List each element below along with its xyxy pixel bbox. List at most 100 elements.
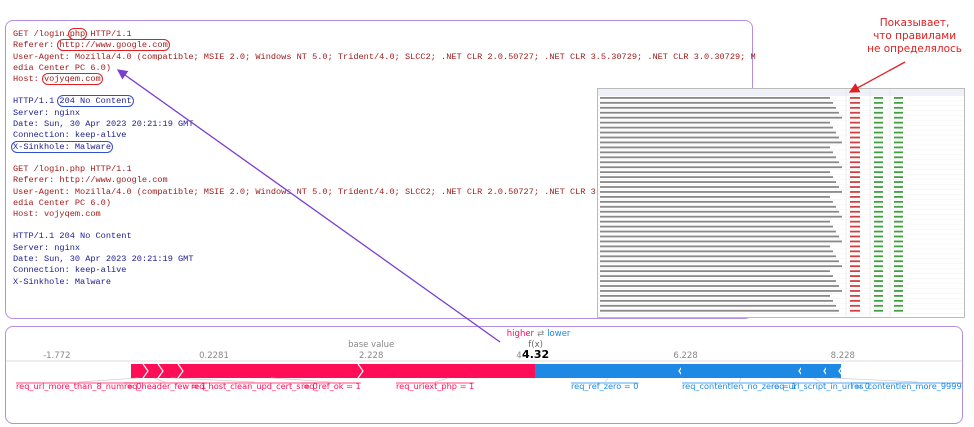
- table-cell-flag: [850, 196, 860, 198]
- http-text: HTTP/1.1 204 No Content: [13, 231, 132, 242]
- axis-tick-label: 2.228: [359, 351, 383, 361]
- table-cell-text: [600, 181, 836, 183]
- table-cell-flag: [850, 151, 860, 154]
- feature-label: res_contentlen_more_99999 = 0: [851, 381, 962, 391]
- table-cell-flag: [874, 151, 883, 154]
- force-segment: [161, 364, 181, 378]
- table-cell-flag: [850, 210, 860, 213]
- feature-label: req_host_clean_upd_cert_s = 0: [191, 381, 318, 391]
- http-line: Server: nginx: [13, 243, 752, 254]
- table-cell-flag: [850, 260, 860, 263]
- table-cell-flag: [874, 161, 883, 164]
- table-cell-flag: [850, 131, 860, 134]
- table-cell-flag: [850, 191, 860, 193]
- table-cell-flag: [874, 171, 883, 174]
- table-cell-flag: [874, 166, 883, 169]
- table-cell-text: [600, 285, 839, 287]
- table-cell-flag: [874, 240, 883, 243]
- http-line: Host: vojyqem.com: [13, 209, 752, 220]
- http-line: edia Center PC 6.0): [13, 198, 752, 209]
- table-cell-flag: [894, 200, 903, 203]
- axis-tick-label: 0.2281: [199, 351, 229, 361]
- table-header: [598, 89, 964, 96]
- table-cell-text: [600, 186, 839, 188]
- http-line: Host: vojyqem.com: [13, 73, 752, 86]
- table-cell-flag: [850, 200, 860, 203]
- http-text: Date: Sun, 30 Apr 2023 20:21:19 GMT: [13, 254, 194, 265]
- http-text: Host: vojyqem.com: [13, 209, 101, 220]
- table-cell-flag: [894, 186, 903, 188]
- table-cell-text: [600, 275, 833, 277]
- table-cell-flag: [894, 116, 903, 119]
- table-cell-text: [600, 240, 842, 243]
- table-cell-flag: [850, 295, 860, 297]
- http-block: GET /login.php HTTP/1.1 Referer: http://w…: [13, 28, 756, 86]
- table-cell-text: [600, 235, 839, 238]
- http-text: HTTP/1.1: [13, 96, 60, 107]
- feature-connector: [170, 377, 255, 383]
- force-segment: [146, 364, 161, 378]
- table-cell-text: [600, 225, 833, 228]
- table-cell-flag: [894, 255, 903, 258]
- table-cell-text: [600, 230, 836, 233]
- http-text: GET /login.php HTTP/1.1: [13, 163, 132, 174]
- table-cell-flag: [894, 151, 903, 154]
- table-cell-flag: [874, 255, 883, 258]
- table-cell-flag: [850, 205, 860, 208]
- table-cell-text: [600, 304, 836, 307]
- table-cell-flag: [894, 230, 903, 233]
- table-cell-flag: [874, 215, 883, 218]
- table-cell-flag: [850, 220, 860, 223]
- table-cell-flag: [850, 126, 860, 129]
- table-cell-flag: [850, 161, 860, 164]
- axis-tick-label: 8.228: [831, 351, 855, 361]
- http-line: Connection: keep-alive: [13, 265, 752, 276]
- http-text: edia Center PC 6.0): [13, 62, 111, 73]
- table-cell-text: [600, 116, 842, 119]
- table-cell-flag: [850, 141, 860, 144]
- table-cell-flag: [874, 260, 883, 263]
- table-cell-text: [600, 299, 833, 302]
- table-cell-flag: [850, 116, 860, 119]
- results-table: [597, 88, 965, 318]
- table-cell-flag: [894, 280, 903, 282]
- table-cell-text: [600, 220, 830, 223]
- feature-connector: [78, 377, 139, 383]
- table-cell-text: [600, 151, 833, 154]
- table-cell-flag: [894, 161, 903, 164]
- table-cell-flag: [850, 299, 860, 302]
- table-cell-text: [600, 176, 833, 178]
- table-cell-flag: [874, 210, 883, 213]
- table-cell-flag: [874, 235, 883, 238]
- table-cell-flag: [894, 215, 903, 218]
- table-cell-flag: [874, 205, 883, 208]
- table-cell-flag: [850, 121, 860, 124]
- table-cell-text: [600, 121, 830, 124]
- table-cell-text: [600, 106, 836, 109]
- table-cell-text: [600, 111, 839, 114]
- table-cell-flag: [850, 146, 860, 149]
- table-cell-flag: [894, 275, 903, 277]
- feature-connector: [604, 377, 609, 383]
- http-line: X-Sinkhole: Malware: [13, 277, 752, 288]
- table-cell-flag: [894, 295, 903, 297]
- table-cell-text: [600, 255, 836, 258]
- table-cell-flag: [894, 171, 903, 174]
- table-cell-flag: [874, 111, 883, 114]
- table-cell-flag: [894, 101, 903, 104]
- table-cell-flag: [894, 141, 903, 144]
- force-segment: [801, 364, 826, 378]
- table-cell-flag: [894, 240, 903, 243]
- table-cell-flag: [850, 240, 860, 243]
- http-text: http://www.google.com: [57, 39, 170, 52]
- table-cell-text: [600, 200, 833, 203]
- http-text: Referer: http://www.google.com: [13, 175, 168, 186]
- http-text: GET /login.: [13, 29, 70, 39]
- annotation: Показывает, что правилами не определялось: [867, 17, 962, 56]
- http-line: GET /login.php HTTP/1.1: [13, 164, 752, 175]
- table-cell-flag: [894, 126, 903, 129]
- table-cell-flag: [850, 171, 860, 174]
- fx-bg: [521, 349, 550, 360]
- table-cell-text: [600, 250, 833, 253]
- table-cell-text: [600, 270, 830, 273]
